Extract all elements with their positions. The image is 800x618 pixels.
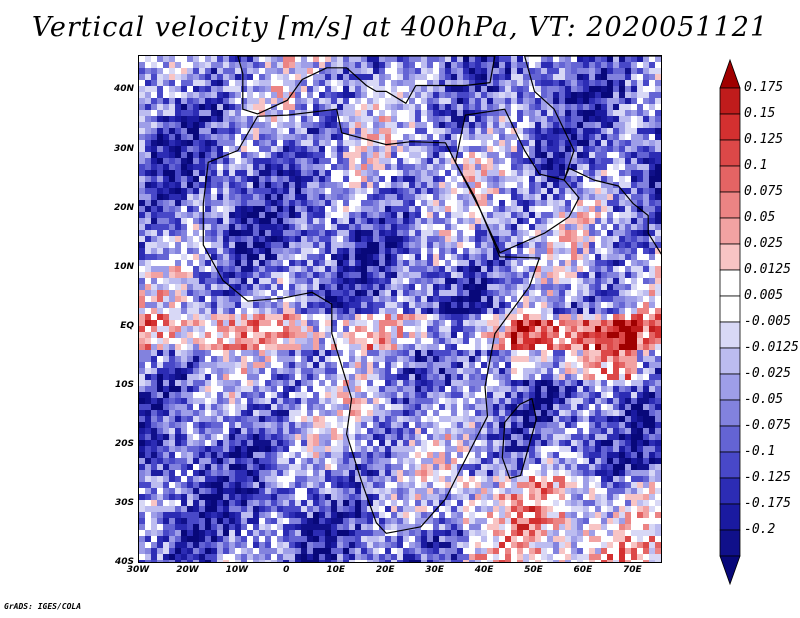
colorbar-swatch (719, 269, 741, 297)
colorbar-label: -0.075 (744, 418, 791, 433)
madagascar-outline (501, 398, 537, 479)
lat-tick-label: 10S (114, 379, 134, 390)
lat-tick-label: 40N (113, 84, 134, 95)
lon-tick-label: 0 (283, 565, 290, 575)
lat-tick-label: 20N (113, 202, 134, 213)
colorbar-label: 0.075 (744, 184, 784, 199)
colorbar-swatch (719, 321, 741, 349)
lat-tick-label: EQ (120, 320, 134, 331)
colorbar-label: 0.175 (744, 80, 784, 95)
colorbar-label: 0.025 (744, 236, 784, 251)
south-asia-outline (524, 56, 661, 255)
colorbar-label: -0.175 (744, 496, 791, 511)
lat-tick-label: 10N (113, 261, 134, 272)
colorbar-swatch (719, 399, 741, 427)
colorbar-label: -0.125 (744, 470, 791, 485)
lon-tick-label: 10W (225, 565, 249, 575)
lon-tick-label: 20E (375, 565, 395, 575)
map-plot-area (138, 55, 662, 563)
lon-tick-label: 60E (573, 565, 593, 575)
vertical-velocity-field (139, 56, 661, 562)
europe-outline (237, 56, 496, 115)
colorbar-label: -0.005 (744, 314, 791, 329)
colorbar-label: 0.05 (744, 210, 776, 225)
lon-tick-label: 40E (474, 565, 494, 575)
colorbar-label: -0.0125 (744, 340, 799, 355)
lon-tick-label: 30E (425, 565, 444, 575)
colorbar-swatch (719, 477, 741, 505)
lat-tick-label: 30S (114, 497, 134, 508)
field-cells (139, 56, 661, 562)
colorbar-max-arrow (719, 58, 741, 89)
lon-tick-label: 10E (326, 565, 346, 575)
colorbar-swatch (719, 217, 741, 245)
lon-tick-label: 30W (126, 565, 150, 575)
lon-tick-label: 70E (622, 565, 642, 575)
colorbar-label: 0.125 (744, 132, 784, 147)
colorbar-swatch (719, 373, 741, 401)
colorbar-swatch (719, 347, 741, 375)
colorbar-swatch (719, 191, 741, 219)
colorbar-label: 0.15 (744, 106, 776, 121)
chart-title: Vertical velocity [m/s] at 400hPa, VT: 2… (31, 12, 769, 43)
colorbar-swatch (719, 139, 741, 167)
lat-tick-label: 40S (114, 557, 134, 567)
colorbar-label: -0.025 (744, 366, 791, 381)
colorbar-swatch (719, 295, 741, 323)
lat-tick-label: 30N (113, 143, 134, 154)
colorbar (719, 58, 741, 586)
lon-tick-label: 20W (176, 565, 199, 575)
colorbar-swatch (719, 425, 741, 453)
colorbar-swatch (719, 451, 741, 479)
lon-tick-label: 50E (524, 565, 543, 575)
colorbar-label: 0.1 (744, 158, 768, 173)
colorbar-label: 0.005 (744, 288, 784, 303)
colorbar-swatch (719, 503, 741, 531)
colorbar-label: 0.0125 (744, 262, 791, 277)
colorbar-label: -0.05 (744, 392, 784, 407)
colorbar-swatch (719, 113, 741, 141)
colorbar-swatch (719, 529, 741, 557)
colorbar-swatch (719, 87, 741, 115)
lat-tick-label: 20S (114, 438, 134, 449)
colorbar-label: -0.1 (744, 444, 776, 459)
colorbar-swatch (719, 165, 741, 193)
grads-credit: GrADS: IGES/COLA (4, 602, 82, 611)
colorbar-swatch (719, 243, 741, 271)
africa-outline (202, 108, 540, 534)
colorbar-label: -0.2 (744, 522, 776, 537)
colorbar-min-arrow (719, 555, 741, 586)
